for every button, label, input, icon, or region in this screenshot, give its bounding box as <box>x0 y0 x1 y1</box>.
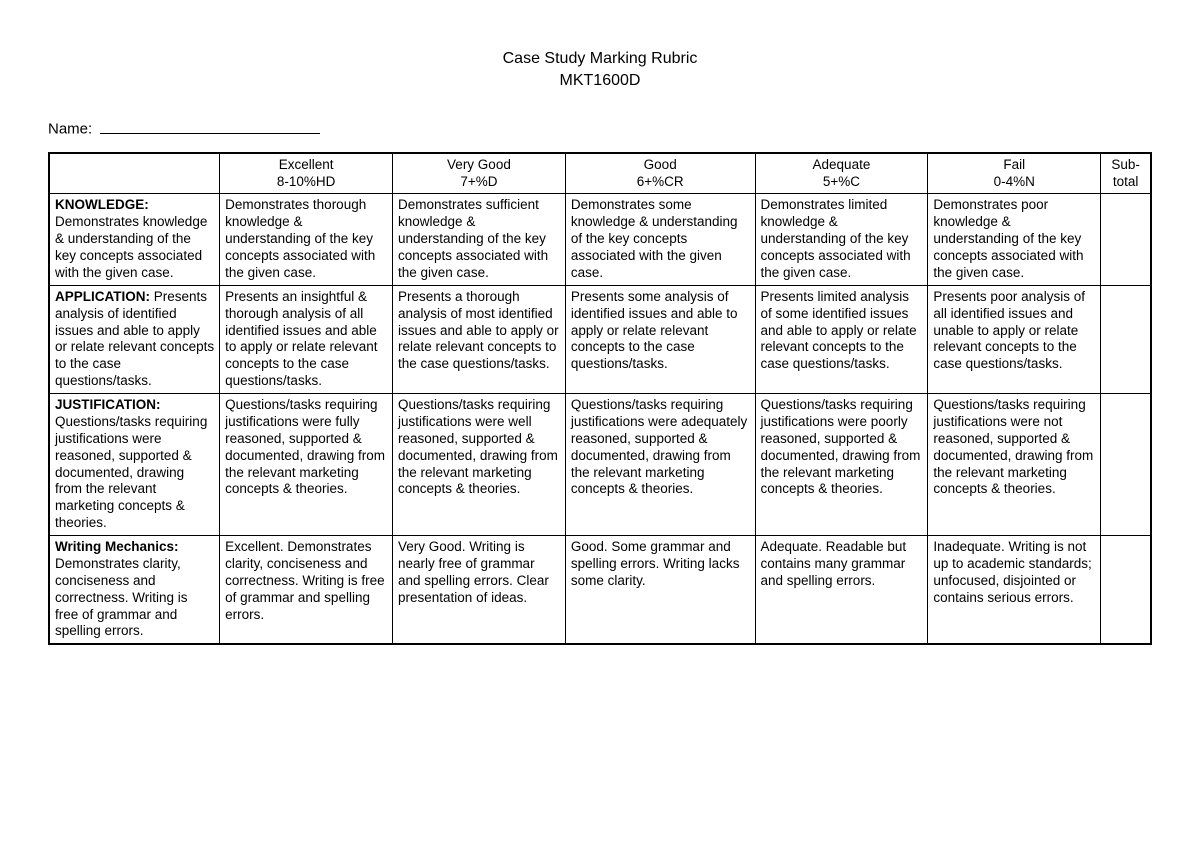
criteria-cell: APPLICATION: Presents analysis of identi… <box>49 285 220 393</box>
col-header-good: Good 6+%CR <box>565 153 755 194</box>
row-application: APPLICATION: Presents analysis of identi… <box>49 285 1151 393</box>
row-writing: Writing Mechanics: Demonstrates clarity,… <box>49 536 1151 645</box>
cell-adequate: Adequate. Readable but contains many gra… <box>755 536 928 645</box>
cell-good: Good. Some grammar and spelling errors. … <box>565 536 755 645</box>
rubric-table: Excellent 8-10%HD Very Good 7+%D Good 6+… <box>48 152 1152 646</box>
criteria-title: KNOWLEDGE: <box>55 197 149 212</box>
cell-subtotal <box>1101 394 1151 536</box>
criteria-cell: KNOWLEDGE: Demonstrates knowledge & unde… <box>49 194 220 285</box>
cell-good: Questions/tasks requiring justifications… <box>565 394 755 536</box>
cell-fail: Inadequate. Writing is not up to academi… <box>928 536 1101 645</box>
cell-adequate: Questions/tasks requiring justifications… <box>755 394 928 536</box>
name-field: Name: <box>48 119 1152 138</box>
col-header-excellent: Excellent 8-10%HD <box>220 153 393 194</box>
cell-verygood: Presents a thorough analysis of most ide… <box>393 285 566 393</box>
criteria-title: APPLICATION: <box>55 289 150 304</box>
cell-excellent: Questions/tasks requiring justifications… <box>220 394 393 536</box>
col-header-subtotal: Sub- total <box>1101 153 1151 194</box>
title-line-1: Case Study Marking Rubric <box>48 48 1152 70</box>
criteria-title: Writing Mechanics: <box>55 539 179 554</box>
cell-excellent: Demonstrates thorough knowledge & unders… <box>220 194 393 285</box>
cell-excellent: Excellent. Demonstrates clarity, concise… <box>220 536 393 645</box>
cell-good: Demonstrates some knowledge & understand… <box>565 194 755 285</box>
row-justification: JUSTIFICATION: Questions/tasks requiring… <box>49 394 1151 536</box>
page-title: Case Study Marking Rubric MKT1600D <box>48 48 1152 91</box>
cell-verygood: Very Good. Writing is nearly free of gra… <box>393 536 566 645</box>
col-header-criteria <box>49 153 220 194</box>
row-knowledge: KNOWLEDGE: Demonstrates knowledge & unde… <box>49 194 1151 285</box>
cell-subtotal <box>1101 285 1151 393</box>
cell-verygood: Questions/tasks requiring justifications… <box>393 394 566 536</box>
criteria-desc: Demonstrates clarity, conciseness and co… <box>55 556 188 639</box>
cell-subtotal <box>1101 194 1151 285</box>
cell-adequate: Demonstrates limited knowledge & underst… <box>755 194 928 285</box>
col-header-fail: Fail 0-4%N <box>928 153 1101 194</box>
cell-subtotal <box>1101 536 1151 645</box>
name-blank-line <box>100 119 320 134</box>
cell-fail: Presents poor analysis of all identified… <box>928 285 1101 393</box>
cell-good: Presents some analysis of identified iss… <box>565 285 755 393</box>
cell-adequate: Presents limited analysis of some identi… <box>755 285 928 393</box>
criteria-desc: Questions/tasks requiring justifications… <box>55 414 207 530</box>
name-label: Name: <box>48 121 92 138</box>
criteria-cell: Writing Mechanics: Demonstrates clarity,… <box>49 536 220 645</box>
criteria-desc: Demonstrates knowledge & understanding o… <box>55 214 207 280</box>
cell-fail: Questions/tasks requiring justifications… <box>928 394 1101 536</box>
criteria-title: JUSTIFICATION: <box>55 397 161 412</box>
cell-verygood: Demonstrates sufficient knowledge & unde… <box>393 194 566 285</box>
table-header-row: Excellent 8-10%HD Very Good 7+%D Good 6+… <box>49 153 1151 194</box>
col-header-verygood: Very Good 7+%D <box>393 153 566 194</box>
criteria-cell: JUSTIFICATION: Questions/tasks requiring… <box>49 394 220 536</box>
cell-fail: Demonstrates poor knowledge & understand… <box>928 194 1101 285</box>
title-line-2: MKT1600D <box>48 70 1152 92</box>
cell-excellent: Presents an insightful & thorough analys… <box>220 285 393 393</box>
col-header-adequate: Adequate 5+%C <box>755 153 928 194</box>
